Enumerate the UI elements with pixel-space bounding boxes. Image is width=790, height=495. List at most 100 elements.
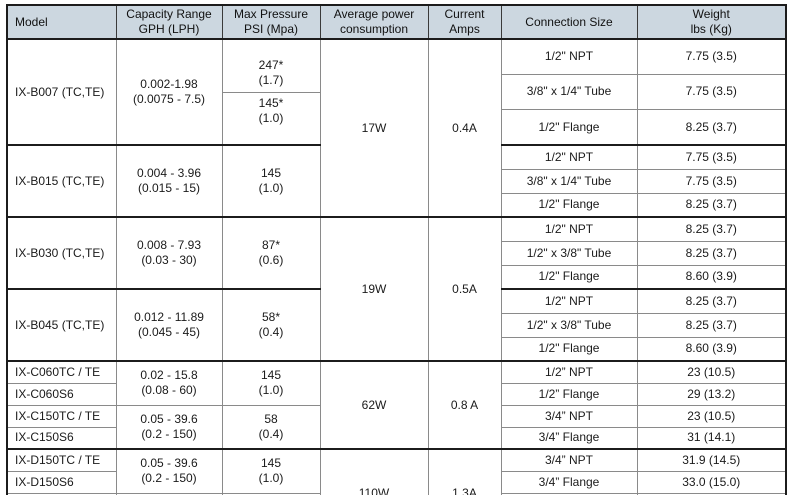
table-row: 3/8" x 1/4" Tube 7.75 (3.5) (7, 168, 787, 194)
capacity-cell: 0.05 - 39.6 (0.2 - 150) (115, 404, 223, 450)
table-row: 1/2" Flange 8.25 (3.7) (7, 192, 787, 218)
weight-cell: 7.75 (3.5) (636, 38, 787, 75)
weight-cell: 8.25 (3.7) (636, 288, 787, 314)
weight-cell: 23 (10.5) (636, 360, 787, 384)
table-row: IX-B030 (TC,TE) 0.008 - 7.93 (0.03 - 30)… (6, 216, 787, 362)
table-row: 1/2" x 3/8" Tube 8.25 (3.7) (7, 312, 787, 338)
connection-cell: 1/2” Flange (500, 382, 638, 406)
model-cell: IX-B015 (TC,TE) (6, 144, 117, 218)
current-cell: 0.8 A (427, 360, 502, 450)
weight-cell: 23 (10.5) (636, 404, 787, 428)
model-cell: IX-C150TC / TE (6, 404, 117, 428)
model-cell: IX-C060S6 (6, 382, 117, 406)
pressure-cell: 58* (0.4) (221, 288, 321, 362)
weight-cell: 8.25 (3.7) (636, 312, 787, 338)
pressure-cell: 145 (1.0) (221, 144, 321, 218)
table-row: 1/2" Flange 8.60 (3.9) (7, 336, 787, 362)
table-row: 1/2" Flange 8.60 (3.9) (7, 264, 787, 290)
connection-cell: 1/2" NPT (500, 144, 638, 170)
power-cell: 19W (319, 216, 429, 362)
model-cell: IX-B030 (TC,TE) (6, 216, 117, 290)
pressure-value-lower: 145* (1.0) (258, 95, 284, 125)
connection-cell: 1/2" x 3/8" Tube (500, 312, 638, 338)
model-cell: IX-B045 (TC,TE) (6, 288, 117, 362)
capacity-cell: 0.008 - 7.93 (0.03 - 30) (115, 216, 223, 290)
table-row: IX-C150TC / TE 0.05 - 39.6 (0.2 - 150) 5… (6, 404, 787, 450)
pressure-cell: 145 (1.0) (221, 448, 321, 494)
pressure-split-cell: 247* (1.7) 145* (1.0) (221, 38, 321, 146)
model-cell: IX-D150TC / TE (6, 448, 117, 472)
connection-cell: 1/2" Flange (500, 109, 638, 146)
connection-cell: 1/2" Flange (500, 336, 638, 362)
header-max-pressure: Max Pressure PSI (Mpa) (221, 4, 321, 40)
table-row: IX-C150S6 3/4” Flange 31 (14.1) (6, 426, 787, 450)
connection-cell: 1/2" Flange (500, 192, 638, 218)
header-connection-size: Connection Size (500, 4, 638, 40)
header-weight: Weight lbs (Kg) (636, 4, 787, 40)
weight-cell: 31 (14.1) (636, 426, 787, 450)
model-cell: IX-D150S6 (6, 470, 117, 494)
connection-cell: 3/4” Flange (500, 470, 638, 494)
header-capacity-range: Capacity Range GPH (LPH) (115, 4, 223, 40)
table-row: IX-D150S6 3/4” Flange 33.0 (15.0) (6, 470, 787, 494)
connection-cell: 1/2" NPT (500, 38, 638, 75)
header-row: Model Capacity Range GPH (LPH) Max Press… (6, 4, 787, 40)
connection-cell: 3/4” Flange (500, 426, 638, 450)
pump-spec-table: Model Capacity Range GPH (LPH) Max Press… (6, 4, 787, 495)
table-row: 1/2" Flange 8.25 (3.7) (7, 109, 787, 146)
table-row: IX-D300TC / TE 0.1 - 79.2 (0.4 - 300) 73… (6, 492, 787, 495)
connection-cell: 3/8" x 1/4" Tube (500, 168, 638, 194)
table-row: IX-C060TC / TE 0.02 - 15.8 (0.08 - 60) 1… (6, 360, 787, 450)
weight-cell: 33.0 (15.0) (636, 470, 787, 494)
pressure-value-upper: 247* (1.7) (223, 55, 319, 93)
connection-cell: 1/2" x 3/8" Tube (500, 240, 638, 266)
weight-cell: 8.25 (3.7) (636, 192, 787, 218)
table-row: IX-C060S6 1/2” Flange 29 (13.2) (6, 382, 787, 406)
weight-cell: 8.25 (3.7) (636, 109, 787, 146)
table-row: IX-B015 (TC,TE) 0.004 - 3.96 (0.015 - 15… (6, 144, 787, 218)
table-header: Model Capacity Range GPH (LPH) Max Press… (6, 4, 787, 40)
connection-cell: 1/2" NPT (500, 216, 638, 242)
power-cell: 62W (319, 360, 429, 450)
connection-cell: 1/2” NPT (500, 360, 638, 384)
weight-cell: 29 (13.2) (636, 382, 787, 406)
connection-cell: 3/8" x 1/4" Tube (500, 73, 638, 111)
capacity-cell: 0.002-1.98 (0.0075 - 7.5) (115, 38, 223, 146)
model-cell: IX-C150S6 (6, 426, 117, 450)
pressure-split-box: 247* (1.7) 145* (1.0) (223, 55, 319, 129)
capacity-cell: 0.004 - 3.96 (0.015 - 15) (115, 144, 223, 218)
capacity-cell: 0.05 - 39.6 (0.2 - 150) (115, 448, 223, 494)
weight-cell: 7.75 (3.5) (636, 73, 787, 111)
connection-cell: 1/2" Flange (500, 264, 638, 290)
capacity-cell: 0.02 - 15.8 (0.08 - 60) (115, 360, 223, 406)
weight-cell: 8.25 (3.7) (636, 216, 787, 242)
weight-cell: 7.75 (3.5) (636, 144, 787, 170)
table-row: 3/8" x 1/4" Tube 7.75 (3.5) (7, 73, 787, 111)
power-cell: 17W (319, 38, 429, 218)
table-row: 1/2" x 3/8" Tube 8.25 (3.7) (7, 240, 787, 266)
table-row: IX-B045 (TC,TE) 0.012 - 11.89 (0.045 - 4… (6, 288, 787, 362)
pressure-cell: 145 (1.0) (221, 360, 321, 406)
table-body: IX-B007 (TC,TE) 0.002-1.98 (0.0075 - 7.5… (6, 38, 787, 495)
weight-cell: 8.60 (3.9) (636, 264, 787, 290)
model-cell: IX-C060TC / TE (6, 360, 117, 384)
connection-cell: 1/2" NPT (500, 288, 638, 314)
model-cell: IX-B007 (TC,TE) (6, 38, 117, 146)
pressure-cell: 73 (0.5) (221, 492, 321, 495)
weight-cell: 7.75 (3.5) (636, 168, 787, 194)
current-cell: 1.3A (427, 448, 502, 495)
pressure-cell: 87* (0.6) (221, 216, 321, 290)
header-average-power: Average power consumption (319, 4, 429, 40)
pressure-cell: 58 (0.4) (221, 404, 321, 450)
current-cell: 0.4A (427, 38, 502, 218)
weight-cell: 34.1 (15.5) (636, 492, 787, 495)
weight-cell: 31.9 (14.5) (636, 448, 787, 472)
weight-cell: 8.25 (3.7) (636, 240, 787, 266)
table-row: IX-B007 (TC,TE) 0.002-1.98 (0.0075 - 7.5… (6, 38, 787, 218)
capacity-cell: 0.012 - 11.89 (0.045 - 45) (115, 288, 223, 362)
weight-cell: 8.60 (3.9) (636, 336, 787, 362)
power-cell: 110W (319, 448, 429, 495)
header-model: Model (6, 4, 117, 40)
connection-cell: 3/4” NPT (500, 404, 638, 428)
